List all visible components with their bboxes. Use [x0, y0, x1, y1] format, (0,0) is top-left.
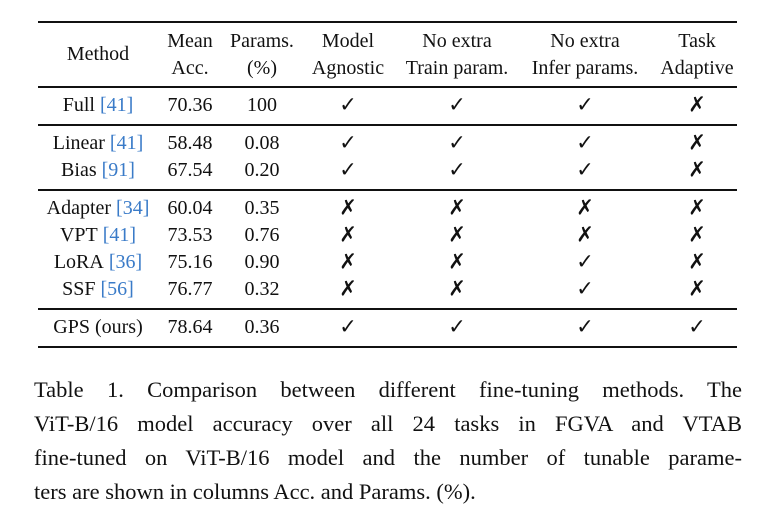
acc-cell: 60.04	[167, 197, 213, 219]
header-cell: Model	[321, 30, 375, 52]
citation: [91]	[101, 159, 135, 181]
mark-cell: ✓	[339, 157, 357, 182]
citation: [41]	[102, 224, 137, 246]
header-cell: No extra	[422, 30, 492, 52]
method-name: LoRA	[53, 251, 104, 273]
mark-cell: ✗	[339, 276, 357, 301]
params-cell: 0.36	[244, 316, 280, 338]
params-cell: 0.20	[244, 159, 280, 181]
mark-cell: ✗	[339, 222, 357, 247]
acc-cell: 78.64	[167, 316, 213, 338]
method-name: GPS (ours)	[53, 316, 143, 338]
mark-cell: ✗	[339, 195, 357, 220]
method-cell: LoRA [36]	[54, 252, 142, 272]
caption-line: ViT-B/16 model accuracy over all 24 task…	[34, 411, 742, 436]
mark-cell: ✓	[448, 157, 466, 182]
mark-cell: ✓	[576, 314, 594, 339]
method-cell: Full [41]	[63, 95, 134, 115]
mark-cell: ✓	[688, 314, 706, 339]
mark-cell: ✗	[339, 249, 357, 274]
method-cell: GPS (ours)	[53, 317, 142, 337]
method-name: SSF	[62, 278, 96, 300]
mark-cell: ✗	[576, 195, 594, 220]
caption-line: Table 1. Comparison between different fi…	[34, 377, 742, 402]
mark-cell: ✗	[688, 130, 706, 155]
mark-cell: ✓	[576, 249, 594, 274]
method-cell: Linear [41]	[53, 133, 144, 153]
mark-cell: ✗	[688, 92, 706, 117]
method-name: Adapter	[46, 197, 112, 219]
table-rule	[38, 308, 737, 310]
mark-cell: ✓	[576, 130, 594, 155]
method-name: Bias	[61, 159, 97, 181]
method-cell: Adapter [34]	[47, 198, 150, 218]
mark-cell: ✓	[448, 314, 466, 339]
citation: [56]	[100, 278, 134, 300]
params-cell: 0.32	[244, 278, 280, 300]
params-cell: 0.90	[244, 251, 280, 273]
table-rule	[38, 189, 737, 191]
params-cell: 0.08	[244, 132, 280, 154]
mark-cell: ✗	[448, 276, 466, 301]
acc-cell: 67.54	[167, 159, 213, 181]
citation: [41]	[99, 94, 134, 116]
method-cell: VPT [41]	[60, 225, 136, 245]
table-rule	[38, 86, 737, 88]
mark-cell: ✗	[576, 222, 594, 247]
header-cell: Agnostic	[311, 57, 385, 79]
method-cell: Bias [91]	[61, 160, 135, 180]
citation: [36]	[108, 251, 143, 273]
method-name: VPT	[59, 224, 98, 246]
acc-cell: 73.53	[167, 224, 213, 246]
mark-cell: ✗	[448, 222, 466, 247]
mark-cell: ✓	[339, 92, 357, 117]
acc-cell: 76.77	[167, 278, 213, 300]
header-cell: Infer params.	[531, 57, 639, 79]
caption-line: fine-tuned on ViT-B/16 model and the num…	[34, 445, 742, 470]
params-cell: 100	[247, 94, 277, 116]
table-rule	[38, 346, 737, 348]
header-cell: Mean	[167, 30, 213, 52]
citation: [34]	[116, 197, 150, 219]
params-cell: 0.35	[244, 197, 280, 219]
mark-cell: ✓	[448, 130, 466, 155]
mark-cell: ✗	[688, 276, 706, 301]
mark-cell: ✗	[448, 249, 466, 274]
method-name: Full	[62, 94, 95, 116]
mark-cell: ✗	[448, 195, 466, 220]
header-cell: No extra	[550, 30, 620, 52]
mark-cell: ✓	[576, 276, 594, 301]
header-cell: Acc.	[171, 57, 209, 79]
mark-cell: ✓	[339, 314, 357, 339]
mark-cell: ✗	[688, 195, 706, 220]
mark-cell: ✓	[339, 130, 357, 155]
header-cell: Params.	[230, 30, 294, 52]
header-cell: Adaptive	[660, 57, 734, 79]
params-cell: 0.76	[244, 224, 280, 246]
mark-cell: ✓	[448, 92, 466, 117]
acc-cell: 70.36	[167, 94, 213, 116]
mark-cell: ✓	[576, 92, 594, 117]
header-cell: (%)	[247, 57, 277, 79]
method-cell: SSF [56]	[62, 279, 134, 299]
acc-cell: 58.48	[167, 132, 213, 154]
mark-cell: ✗	[688, 157, 706, 182]
table-rule	[38, 21, 737, 23]
citation: [41]	[109, 132, 144, 154]
mark-cell: ✓	[576, 157, 594, 182]
method-name: Linear	[52, 132, 105, 154]
acc-cell: 75.16	[167, 251, 213, 273]
header-cell: Method	[66, 43, 130, 65]
caption-line: ters are shown in columns Acc. and Param…	[34, 479, 476, 504]
header-cell: Task	[678, 30, 716, 52]
mark-cell: ✗	[688, 222, 706, 247]
header-cell: Train param.	[405, 57, 509, 79]
table-rule	[38, 124, 737, 126]
mark-cell: ✗	[688, 249, 706, 274]
